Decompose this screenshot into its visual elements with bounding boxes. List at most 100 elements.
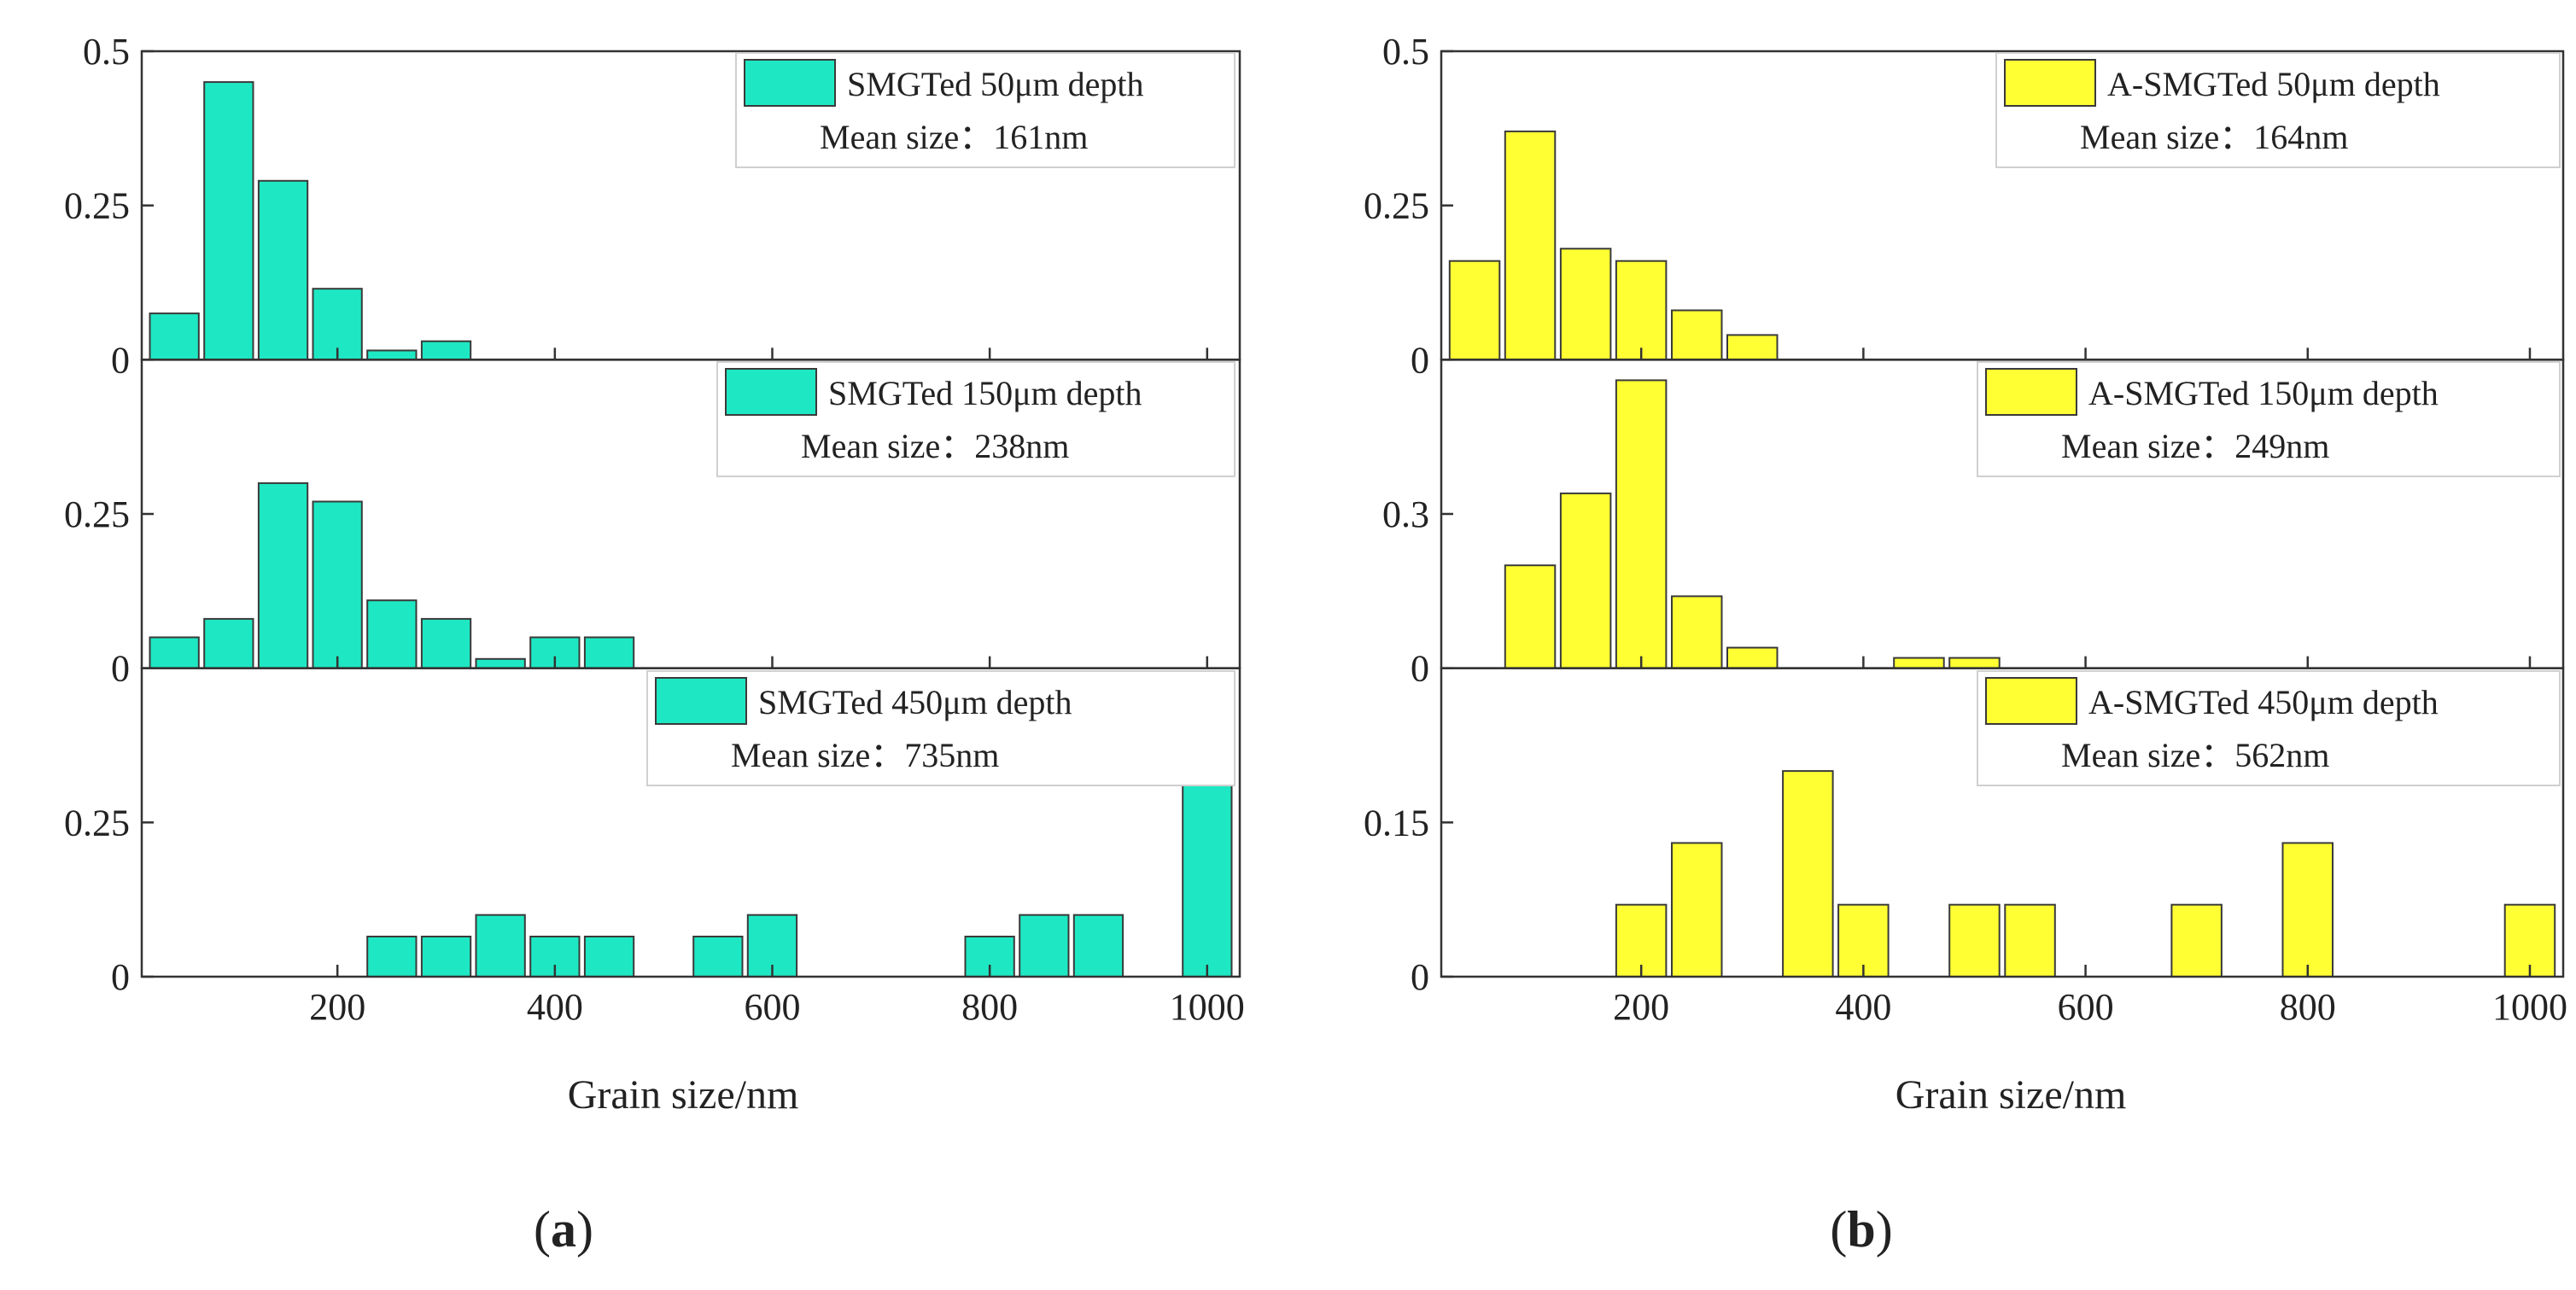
bar: [366, 599, 418, 669]
bar: [1615, 260, 1668, 361]
y-tick-label: 0: [1411, 956, 1429, 998]
subplot-a-1: 0 0.25 0.5 SMGTed 50μm depth Mean size：161nm: [64, 31, 1241, 381]
x-tick-label: 400: [527, 986, 583, 1028]
panel-b: 0 0.25 0.5 A-SMGTed 50μm depth Mean size：164…: [1364, 31, 2567, 1028]
x-tick-label: 800: [961, 986, 1018, 1028]
legend-swatch: [1985, 368, 2077, 416]
bar: [475, 657, 526, 669]
y-tick-label: 0: [111, 648, 130, 690]
legend: A-SMGTed 450μm depth Mean size：562nm: [1977, 670, 2561, 786]
bar: [1504, 130, 1557, 361]
x-tick-label: 400: [1835, 986, 1891, 1028]
panel-a: 0 0.25 0.5 SMGTed 50μm depth Mean size：161nm…: [64, 31, 1245, 1028]
y-tick-label: 0.25: [64, 802, 130, 843]
bar: [257, 179, 309, 361]
bar: [1726, 334, 1779, 361]
bar: [1893, 657, 1945, 669]
mean-size-annotation: Mean size：164nm: [2080, 118, 2348, 156]
bar: [203, 617, 254, 669]
y-tick-label: 0.25: [64, 493, 130, 535]
legend-label: A-SMGTed 150μm depth: [2088, 374, 2439, 412]
y-tick-label: 0.25: [64, 185, 130, 227]
subplot-a-3: 0 0.25 SMGTed 450μm depth Mean size：735nm: [64, 667, 1241, 998]
bar: [1504, 564, 1557, 669]
subplot-b-2: 0 0.3 A-SMGTed 150μm depth Mean size：249nm: [1382, 359, 2565, 690]
bar: [1671, 595, 1723, 669]
bar: [1019, 914, 1070, 978]
legend-swatch: [655, 677, 747, 725]
legend: A-SMGTed 50μm depth Mean size：164nm: [1995, 52, 2561, 168]
bar: [1782, 770, 1834, 978]
bar: [1615, 379, 1668, 669]
bar: [2503, 903, 2556, 978]
legend-swatch: [2004, 59, 2096, 107]
bar: [1671, 842, 1723, 978]
legend-label: SMGTed 150μm depth: [828, 374, 1142, 412]
bar: [312, 500, 363, 669]
bar: [1671, 309, 1723, 361]
mean-size-annotation: Mean size：562nm: [2061, 736, 2329, 774]
mean-size-annotation: Mean size：735nm: [731, 736, 999, 774]
subplot-a-2: 0 0.25 SMGTed 150μm depth Mean size：238nm: [64, 359, 1241, 690]
y-tick-label: 0.25: [1364, 185, 1429, 227]
bar: [1448, 260, 1501, 361]
x-tick-label: 800: [2280, 986, 2336, 1028]
legend: SMGTed 50μm depth Mean size：161nm: [735, 52, 1235, 168]
legend-label: A-SMGTed 450μm depth: [2088, 683, 2439, 721]
mean-size-annotation: Mean size：238nm: [801, 427, 1069, 465]
panel-a-tag: (a): [534, 1201, 593, 1258]
legend-swatch: [725, 368, 817, 416]
subplot-b-1: 0 0.25 0.5 A-SMGTed 50μm depth Mean size：164…: [1364, 31, 2565, 381]
bar: [2170, 903, 2223, 978]
y-tick-label: 0.5: [83, 31, 130, 73]
bar: [1726, 646, 1779, 669]
panel-b-xlabel: Grain size/nm: [1895, 1072, 2127, 1118]
bar: [366, 936, 418, 978]
y-tick-label: 0: [1411, 339, 1429, 381]
bar: [366, 349, 418, 361]
bar: [257, 482, 309, 669]
y-tick-label: 0: [111, 956, 130, 998]
bar: [1559, 248, 1612, 361]
bar: [1182, 772, 1233, 978]
x-tick-label: 600: [2058, 986, 2114, 1028]
x-tick-label: 1000: [1170, 986, 1245, 1028]
legend-label: A-SMGTed 50μm depth: [2107, 65, 2440, 103]
bar: [420, 340, 472, 361]
legend: SMGTed 450μm depth Mean size：735nm: [646, 670, 1235, 786]
legend-label: SMGTed 50μm depth: [847, 65, 1144, 103]
x-tick-label: 200: [309, 986, 365, 1028]
bar: [583, 936, 635, 978]
mean-size-annotation: Mean size：161nm: [820, 118, 1088, 156]
legend-swatch: [1985, 677, 2077, 725]
bar: [1615, 903, 1668, 978]
y-tick-label: 0: [111, 339, 130, 381]
bar: [203, 81, 254, 361]
bar: [420, 936, 472, 978]
bar: [149, 312, 200, 361]
x-tick-label: 200: [1613, 986, 1669, 1028]
x-tick-label: 600: [744, 986, 800, 1028]
legend-swatch: [744, 59, 836, 107]
bar: [583, 636, 635, 669]
y-tick-label: 0: [1411, 648, 1429, 690]
subplot-b-3: 0 0.15 A-SMGTed 450μm depth Mean size：562nm: [1364, 667, 2565, 998]
bar: [1948, 903, 2001, 978]
bar: [1948, 657, 2001, 669]
legend-label: SMGTed 450μm depth: [758, 683, 1072, 721]
x-tick-label: 1000: [2492, 986, 2567, 1028]
bar: [1559, 492, 1612, 669]
legend: SMGTed 150μm depth Mean size：238nm: [716, 361, 1235, 477]
bar: [149, 636, 200, 669]
panel-a-xlabel: Grain size/nm: [568, 1072, 799, 1118]
y-tick-label: 0.5: [1382, 31, 1429, 73]
mean-size-annotation: Mean size：249nm: [2061, 427, 2329, 465]
panel-b-tag: (b): [1830, 1201, 1892, 1258]
bar: [420, 617, 472, 669]
bar: [2281, 842, 2334, 978]
y-tick-label: 0.15: [1364, 802, 1429, 843]
bar: [1072, 914, 1124, 978]
bar: [2004, 903, 2056, 978]
y-tick-label: 0.3: [1382, 493, 1429, 535]
